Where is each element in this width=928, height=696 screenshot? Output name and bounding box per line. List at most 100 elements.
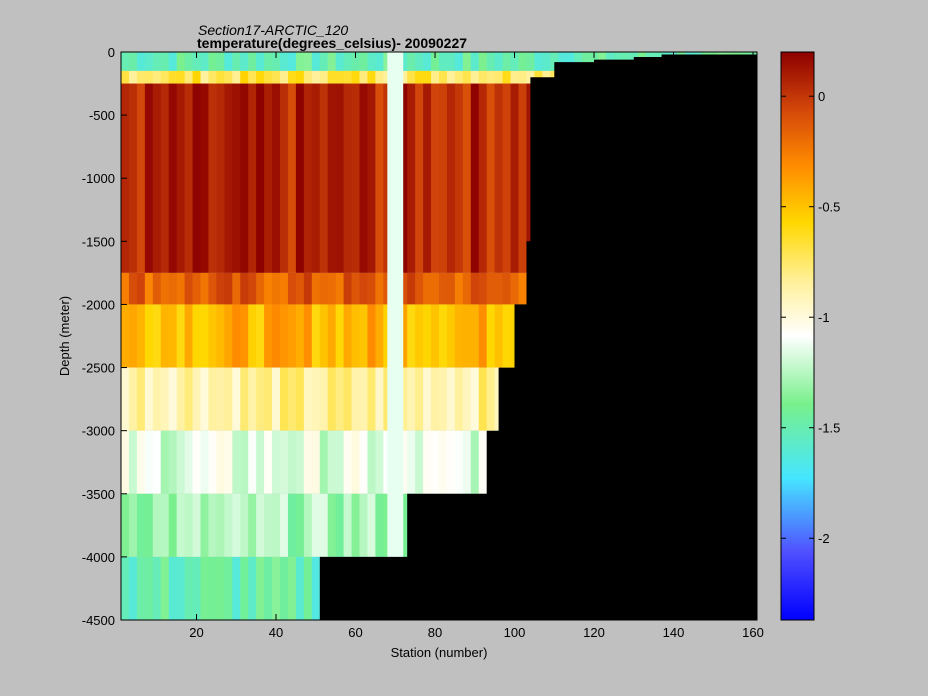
heatmap-cell bbox=[256, 52, 265, 71]
heatmap-cell bbox=[240, 272, 249, 305]
heatmap-cell bbox=[152, 52, 162, 71]
heatmap-cell bbox=[351, 83, 360, 273]
heatmap-cell bbox=[359, 272, 368, 305]
heatmap-cell bbox=[431, 83, 440, 273]
heatmap-cell bbox=[136, 304, 146, 368]
heatmap-cell bbox=[359, 493, 368, 557]
heatmap-cell bbox=[439, 83, 448, 273]
heatmap-cell bbox=[128, 556, 138, 620]
heatmap-cell bbox=[248, 52, 257, 71]
heatmap-cell bbox=[240, 83, 249, 273]
heatmap-cell bbox=[264, 52, 273, 71]
x-axis-label: Station (number) bbox=[391, 645, 488, 660]
heatmap-cell bbox=[216, 272, 225, 305]
heatmap-cell bbox=[343, 304, 352, 368]
heatmap-cell bbox=[439, 430, 448, 494]
heatmap-cell bbox=[470, 304, 480, 368]
heatmap-cell bbox=[200, 70, 209, 84]
heatmap-cell bbox=[176, 83, 185, 273]
heatmap-cell bbox=[494, 272, 503, 305]
heatmap-cell bbox=[335, 367, 344, 431]
heatmap-cell bbox=[407, 83, 416, 273]
heatmap-cell bbox=[168, 430, 178, 494]
heatmap-cell bbox=[224, 304, 233, 368]
heatmap-cell bbox=[351, 70, 360, 84]
heatmap-cell bbox=[272, 272, 281, 305]
heatmap-cell bbox=[280, 493, 289, 557]
heatmap-cell bbox=[264, 304, 273, 368]
heatmap-cell bbox=[144, 272, 154, 305]
heatmap-cell bbox=[287, 556, 297, 620]
heatmap-cell bbox=[287, 493, 297, 557]
heatmap-cell bbox=[431, 52, 440, 71]
heatmap-cell bbox=[144, 493, 154, 557]
heatmap-cell bbox=[415, 304, 424, 368]
heatmap-cell bbox=[232, 430, 241, 494]
heatmap-cell bbox=[454, 52, 464, 71]
heatmap-cell bbox=[518, 272, 527, 305]
heatmap-cell bbox=[272, 304, 281, 368]
heatmap-cell bbox=[184, 304, 193, 368]
heatmap-cell bbox=[176, 272, 185, 305]
heatmap-cell bbox=[399, 493, 408, 557]
heatmap-cell bbox=[462, 52, 472, 71]
heatmap-cell bbox=[470, 83, 480, 273]
heatmap-cell bbox=[128, 430, 138, 494]
heatmap-cell bbox=[264, 83, 273, 273]
heatmap-cell bbox=[462, 430, 472, 494]
heatmap-cell bbox=[272, 367, 281, 431]
heatmap-cell bbox=[462, 83, 472, 273]
heatmap-cell bbox=[136, 70, 146, 84]
x-tick-label: 140 bbox=[663, 625, 685, 640]
heatmap-cell bbox=[287, 367, 297, 431]
heatmap-cell bbox=[160, 367, 170, 431]
heatmap-cell bbox=[415, 367, 424, 431]
heatmap-cell bbox=[184, 556, 193, 620]
heatmap-cell bbox=[303, 367, 313, 431]
heatmap-cell bbox=[423, 367, 432, 431]
heatmap-cell bbox=[168, 367, 178, 431]
heatmap-cell bbox=[216, 83, 225, 273]
heatmap-cell bbox=[248, 430, 257, 494]
heatmap-cell bbox=[280, 304, 289, 368]
heatmap-cell bbox=[494, 304, 503, 368]
heatmap-cell bbox=[152, 430, 162, 494]
heatmap-cell bbox=[375, 493, 384, 557]
heatmap-cell bbox=[136, 52, 146, 71]
heatmap-cell bbox=[200, 272, 209, 305]
heatmap-cell bbox=[224, 556, 233, 620]
heatmap-cell bbox=[478, 70, 488, 84]
heatmap-cell bbox=[184, 70, 193, 84]
heatmap-cell bbox=[176, 52, 185, 71]
heatmap-cell bbox=[152, 83, 162, 273]
heatmap-cell bbox=[272, 556, 281, 620]
heatmap-cell bbox=[224, 430, 233, 494]
heatmap-cell bbox=[144, 430, 154, 494]
heatmap-cell bbox=[144, 83, 154, 273]
heatmap-cell bbox=[128, 70, 138, 84]
heatmap-cell bbox=[152, 367, 162, 431]
heatmap-cell bbox=[248, 556, 257, 620]
heatmap-cell bbox=[192, 430, 201, 494]
colorbar-tick-label: -1.5 bbox=[818, 421, 840, 436]
heatmap-cell bbox=[462, 272, 472, 305]
heatmap-cell bbox=[232, 52, 241, 71]
heatmap-cell bbox=[208, 70, 217, 84]
seafloor bbox=[121, 52, 757, 620]
heatmap-cell bbox=[423, 272, 432, 305]
heatmap-cell bbox=[550, 52, 559, 71]
heatmap-cell bbox=[502, 304, 511, 368]
heatmap-cell bbox=[351, 493, 360, 557]
heatmap-cell bbox=[121, 430, 130, 494]
missing-data-band bbox=[387, 52, 404, 620]
heatmap-cell bbox=[224, 493, 233, 557]
heatmap-cell bbox=[359, 83, 368, 273]
heatmap-cell bbox=[359, 70, 368, 84]
heatmap-cell bbox=[502, 52, 511, 71]
heatmap-cell bbox=[502, 70, 511, 84]
chart-subtitle: temperature(degrees_celsius)- 20090227 bbox=[197, 35, 467, 51]
colorbar-tick-label: -0.5 bbox=[818, 200, 840, 215]
heatmap-cell bbox=[375, 52, 384, 71]
heatmap-cell bbox=[144, 70, 154, 84]
heatmap-cell bbox=[240, 556, 249, 620]
